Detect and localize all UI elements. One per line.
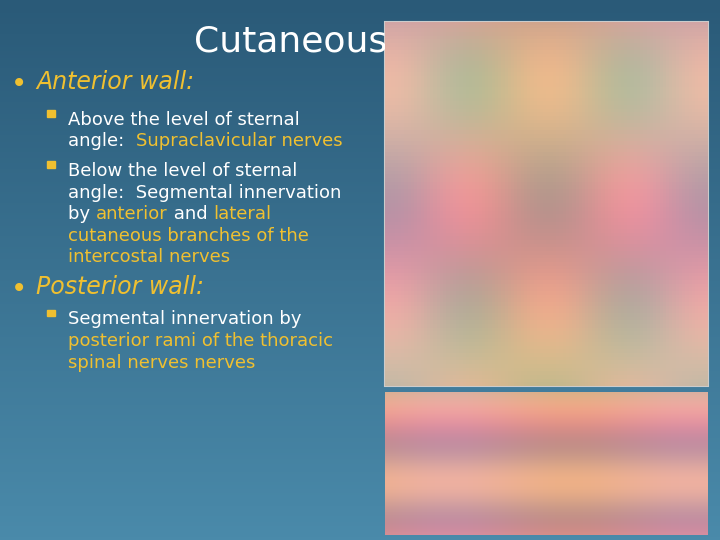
- Bar: [47, 161, 55, 168]
- Text: •: •: [11, 70, 27, 98]
- FancyBboxPatch shape: [385, 22, 708, 386]
- Text: and: and: [168, 205, 213, 223]
- Text: Segmental innervation by: Segmental innervation by: [68, 310, 302, 328]
- Text: Anterior wall:: Anterior wall:: [36, 70, 194, 94]
- Text: anterior: anterior: [96, 205, 168, 223]
- Bar: [47, 310, 55, 316]
- Text: Above the level of sternal: Above the level of sternal: [68, 111, 300, 129]
- Text: •: •: [11, 275, 27, 303]
- Text: lateral: lateral: [213, 205, 271, 223]
- Text: Cutaneous Nerves: Cutaneous Nerves: [194, 24, 526, 58]
- Text: angle:  Segmental innervation: angle: Segmental innervation: [68, 184, 342, 201]
- Text: cutaneous branches of the: cutaneous branches of the: [68, 227, 310, 245]
- Text: angle:: angle:: [68, 132, 136, 150]
- Text: intercostal nerves: intercostal nerves: [68, 248, 230, 266]
- Text: Posterior wall:: Posterior wall:: [36, 275, 204, 299]
- Text: by: by: [68, 205, 96, 223]
- Text: Below the level of sternal: Below the level of sternal: [68, 162, 298, 180]
- Text: posterior rami of the thoracic: posterior rami of the thoracic: [68, 332, 333, 350]
- Text: Supraclavicular nerves: Supraclavicular nerves: [136, 132, 343, 150]
- Text: spinal nerves nerves: spinal nerves nerves: [68, 354, 256, 372]
- Bar: [47, 110, 55, 117]
